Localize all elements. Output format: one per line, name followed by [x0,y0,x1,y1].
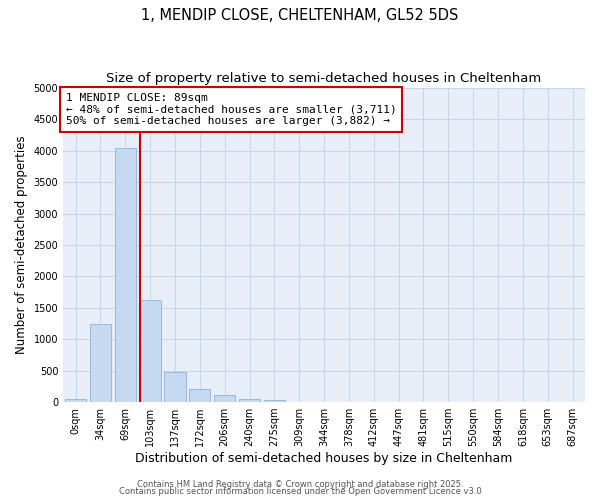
Bar [214,395,235,402]
Text: Contains HM Land Registry data © Crown copyright and database right 2025.: Contains HM Land Registry data © Crown c… [137,480,463,489]
Title: Size of property relative to semi-detached houses in Cheltenham: Size of property relative to semi-detach… [106,72,542,86]
X-axis label: Distribution of semi-detached houses by size in Cheltenham: Distribution of semi-detached houses by … [136,452,513,465]
Bar [189,388,211,402]
Bar [115,148,136,402]
Bar [90,324,111,402]
Bar [140,300,161,402]
Bar [65,399,86,402]
Y-axis label: Number of semi-detached properties: Number of semi-detached properties [15,136,28,354]
Text: 1, MENDIP CLOSE, CHELTENHAM, GL52 5DS: 1, MENDIP CLOSE, CHELTENHAM, GL52 5DS [142,8,458,22]
Bar [164,372,185,402]
Bar [239,398,260,402]
Text: Contains public sector information licensed under the Open Government Licence v3: Contains public sector information licen… [119,487,481,496]
Text: 1 MENDIP CLOSE: 89sqm
← 48% of semi-detached houses are smaller (3,711)
50% of s: 1 MENDIP CLOSE: 89sqm ← 48% of semi-deta… [66,93,397,126]
Bar [264,400,285,402]
